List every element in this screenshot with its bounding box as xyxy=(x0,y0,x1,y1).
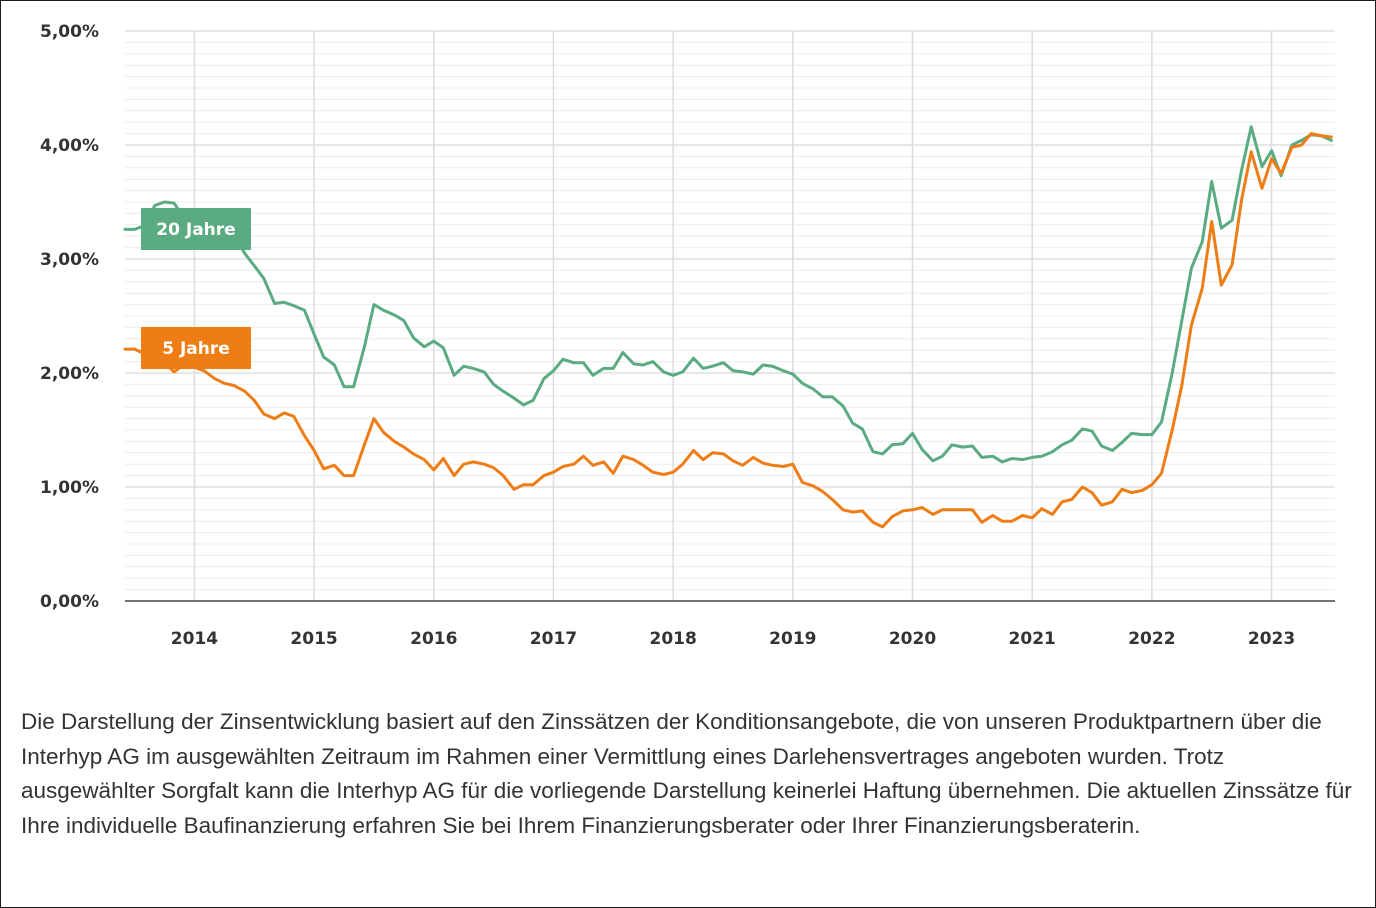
y-tick-label: 0,00% xyxy=(40,592,99,612)
y-tick-label: 2,00% xyxy=(40,364,99,384)
x-tick-label: 2021 xyxy=(1009,629,1056,649)
x-tick-label: 2018 xyxy=(649,629,696,649)
x-tick-label: 2020 xyxy=(889,629,936,649)
series-label-box xyxy=(141,327,251,369)
series-line-short xyxy=(123,132,1333,529)
y-tick-label: 1,00% xyxy=(40,478,99,498)
y-tick-label: 3,00% xyxy=(40,250,99,270)
series-label: 20 Jahre xyxy=(156,220,235,240)
series-line-long xyxy=(123,125,1333,464)
series-label-box xyxy=(141,208,251,250)
disclaimer-text: Die Darstellung der Zinsentwicklung basi… xyxy=(21,709,1352,838)
x-tick-label: 2014 xyxy=(171,629,218,649)
x-tick-label: 2017 xyxy=(530,629,577,649)
interest-rate-chart: 0,00% 1,00% 2,00% 3,00% 4,00% 5,00% 2014 2015 20… xyxy=(40,22,1335,649)
x-tick-label: 2015 xyxy=(290,629,337,649)
x-tick-label: 2016 xyxy=(410,629,457,649)
x-tick-label: 2023 xyxy=(1248,629,1295,649)
y-tick-label: 4,00% xyxy=(40,136,99,156)
series-label: 5 Jahre xyxy=(162,339,230,359)
y-tick-label: 5,00% xyxy=(40,22,99,42)
x-tick-label: 2022 xyxy=(1128,629,1175,649)
x-tick-label: 2019 xyxy=(769,629,816,649)
